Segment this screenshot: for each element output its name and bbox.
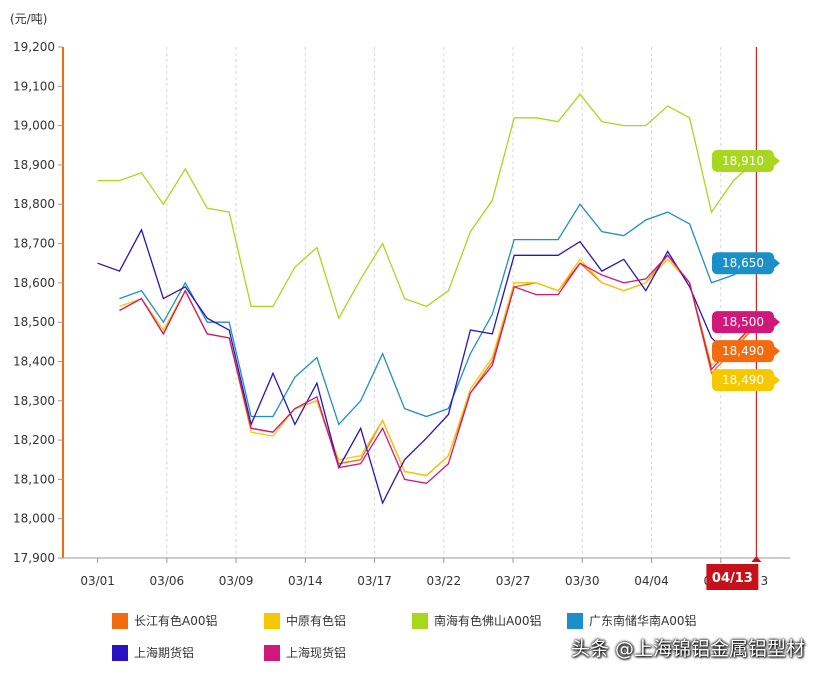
legend-swatch bbox=[264, 644, 280, 661]
x-tick-label: 03/14 bbox=[288, 574, 323, 588]
legend-swatch bbox=[112, 644, 128, 661]
x-tick-label: 03/17 bbox=[357, 574, 392, 588]
legend-swatch bbox=[412, 612, 428, 629]
y-tick-label: 19,100 bbox=[13, 79, 55, 93]
end-label-arrow bbox=[774, 258, 780, 269]
series-line bbox=[97, 93, 756, 320]
end-label-text: 18,910 bbox=[722, 154, 764, 168]
series-lines bbox=[97, 93, 759, 505]
legend-label: 中原有色铝 bbox=[286, 614, 347, 628]
legend-label: 上海现货铝 bbox=[286, 646, 347, 660]
legend-swatch bbox=[567, 612, 583, 629]
series-line bbox=[119, 258, 756, 477]
x-tick-label: 04/04 bbox=[634, 574, 669, 588]
legend-swatch bbox=[112, 612, 128, 629]
x-tick-label: 03/27 bbox=[496, 574, 531, 588]
current-date-box bbox=[706, 564, 759, 590]
legend-item[interactable]: 南海有色佛山A00铝 bbox=[412, 612, 541, 629]
legend-item[interactable]: 长江有色A00铝 bbox=[112, 612, 217, 629]
legend-item[interactable]: 上海期货铝 bbox=[112, 644, 194, 661]
watermark-text: 头条 @上海锦铝金属铝型材 bbox=[570, 638, 805, 660]
x-tick-label: 03/22 bbox=[427, 574, 462, 588]
current-date-label: 04/13 bbox=[712, 571, 753, 586]
end-label-arrow bbox=[774, 346, 780, 357]
legend-item[interactable]: 广东南储华南A00铝 bbox=[567, 612, 696, 629]
current-date-pointer bbox=[751, 556, 762, 562]
legend-item[interactable]: 中原有色铝 bbox=[264, 612, 346, 629]
current-date-trailing-label: 3 bbox=[761, 574, 769, 588]
legend-label: 南海有色佛山A00铝 bbox=[434, 614, 542, 628]
end-label-box bbox=[712, 369, 774, 392]
legend-label: 广东南储华南A00铝 bbox=[589, 614, 697, 628]
y-tick-label: 18,800 bbox=[13, 197, 55, 211]
legend-item[interactable]: 上海现货铝 bbox=[264, 644, 346, 661]
series-line bbox=[119, 254, 756, 477]
end-label-text: 18,650 bbox=[722, 256, 764, 270]
end-label-box bbox=[712, 149, 774, 172]
end-label-arrow bbox=[774, 155, 780, 166]
y-tick-label: 18,200 bbox=[13, 433, 55, 447]
end-label-text: 18,490 bbox=[722, 344, 764, 358]
legend-label: 上海期货铝 bbox=[134, 646, 195, 660]
end-label-arrow bbox=[774, 317, 780, 328]
y-tick-label: 18,100 bbox=[13, 472, 55, 486]
x-tick-label: 03/06 bbox=[150, 574, 185, 588]
y-tick-label: 18,900 bbox=[13, 158, 55, 172]
x-tick-label: 03/09 bbox=[219, 574, 254, 588]
end-label-arrow bbox=[774, 375, 780, 386]
x-tick-label: 03/01 bbox=[80, 574, 115, 588]
end-label-box bbox=[712, 311, 774, 334]
series-line bbox=[119, 203, 756, 426]
y-tick-label: 19,000 bbox=[13, 119, 55, 133]
end-label-box bbox=[712, 340, 774, 363]
y-tick-label: 19,200 bbox=[13, 40, 55, 54]
end-label-text: 18,490 bbox=[722, 373, 764, 387]
series-line bbox=[119, 254, 756, 484]
end-label-text: 18,500 bbox=[722, 315, 764, 329]
y-unit-label: (元/吨) bbox=[10, 12, 47, 26]
x-tick-label: 03/30 bbox=[565, 574, 600, 588]
grid-lines bbox=[166, 47, 722, 558]
y-tick-label: 18,300 bbox=[13, 394, 55, 408]
y-tick-label: 18,400 bbox=[13, 354, 55, 368]
y-tick-label: 18,700 bbox=[13, 237, 55, 251]
y-tick-label: 18,600 bbox=[13, 276, 55, 290]
axes: 17,900 18,000 18,100 18,200 18,300 18,400 18,5… bbox=[13, 40, 790, 590]
end-labels: 18,910 18,650 18,500 18,490 18,490 bbox=[712, 149, 780, 392]
end-label-box bbox=[712, 252, 774, 275]
legend-swatch bbox=[264, 612, 280, 629]
y-tick-label: 17,900 bbox=[13, 551, 55, 565]
y-tick-label: 18,000 bbox=[13, 512, 55, 526]
y-tick-label: 18,500 bbox=[13, 315, 55, 329]
series-line bbox=[97, 228, 734, 505]
legend-label: 长江有色A00铝 bbox=[134, 614, 218, 628]
